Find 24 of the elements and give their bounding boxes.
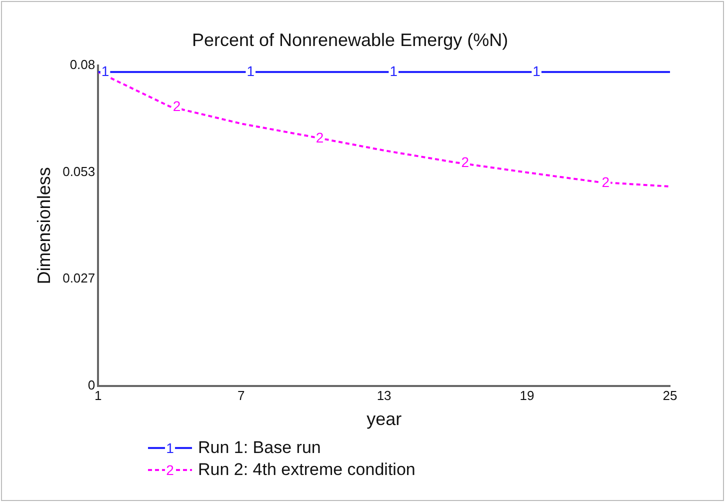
annotation: 1	[246, 62, 255, 79]
x-tick-label: 13	[376, 388, 392, 404]
y-tick-label: 0	[88, 377, 96, 392]
text: 1	[166, 440, 174, 456]
x-tick-label: 25	[662, 388, 678, 404]
annotation: 1	[390, 62, 398, 79]
chart-title: Percent of Nonrenewable Emergy (%N)	[192, 30, 508, 50]
y-tick-label: 0.027	[62, 270, 96, 286]
annotation: 2	[602, 174, 610, 190]
x-tick-label: 1	[94, 388, 102, 404]
y-tick-label: 0.053	[62, 164, 96, 179]
annotation: 2	[316, 130, 324, 146]
legend-label: Run 2: 4th extreme condition	[198, 460, 416, 480]
annotation: 2	[172, 98, 181, 114]
y-tick-label: 0.08	[70, 57, 96, 72]
annotation: 1	[101, 62, 110, 79]
x-axis-title: year	[366, 409, 402, 430]
text: 2	[166, 462, 174, 478]
x-tick-label: 19	[520, 388, 534, 404]
annotation: 2	[461, 154, 470, 170]
y-axis-title: Dimensionless	[34, 167, 54, 284]
x-tick-label: 7	[237, 388, 245, 404]
annotation: 1	[532, 62, 541, 79]
legend-label: Run 1: Base run	[198, 438, 321, 458]
